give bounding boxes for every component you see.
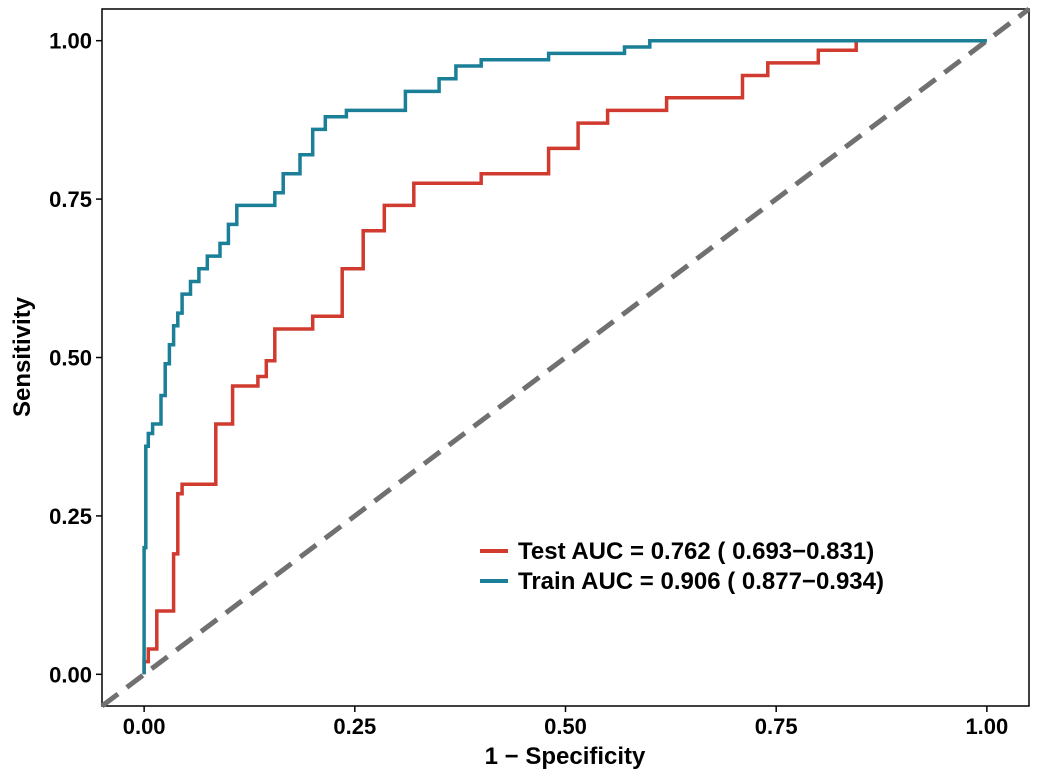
x-tick-label: 0.25 (333, 714, 376, 739)
reference-diagonal-line (100, 7, 1031, 708)
x-tick-label: 0.75 (755, 714, 798, 739)
y-axis-title: Sensitivity (9, 296, 36, 417)
y-tick-label: 0.25 (49, 504, 92, 529)
legend-label-train: Train AUC = 0.906 ( 0.877−0.934) (518, 568, 884, 595)
x-tick-label: 0.50 (544, 714, 587, 739)
x-tick-label: 0.00 (123, 714, 166, 739)
y-tick-label: 0.50 (49, 346, 92, 371)
test-roc-curve (142, 38, 987, 675)
axes: 0.00 0.25 0.50 0.75 1.00 0.00 0.25 0.50 0.75 1.00 (49, 29, 1008, 739)
legend: Test AUC = 0.762 ( 0.693−0.831) Train AU… (480, 538, 884, 595)
y-tick-label: 1.00 (49, 29, 92, 54)
legend-label-test: Test AUC = 0.762 ( 0.693−0.831) (518, 538, 874, 565)
x-axis-title: 1 − Specificity (485, 743, 646, 770)
y-tick-label: 0.75 (49, 187, 92, 212)
series-lines (100, 7, 1031, 708)
train-roc-curve (142, 38, 987, 675)
y-tick-label: 0.00 (49, 662, 92, 687)
x-tick-label: 1.00 (965, 714, 1008, 739)
